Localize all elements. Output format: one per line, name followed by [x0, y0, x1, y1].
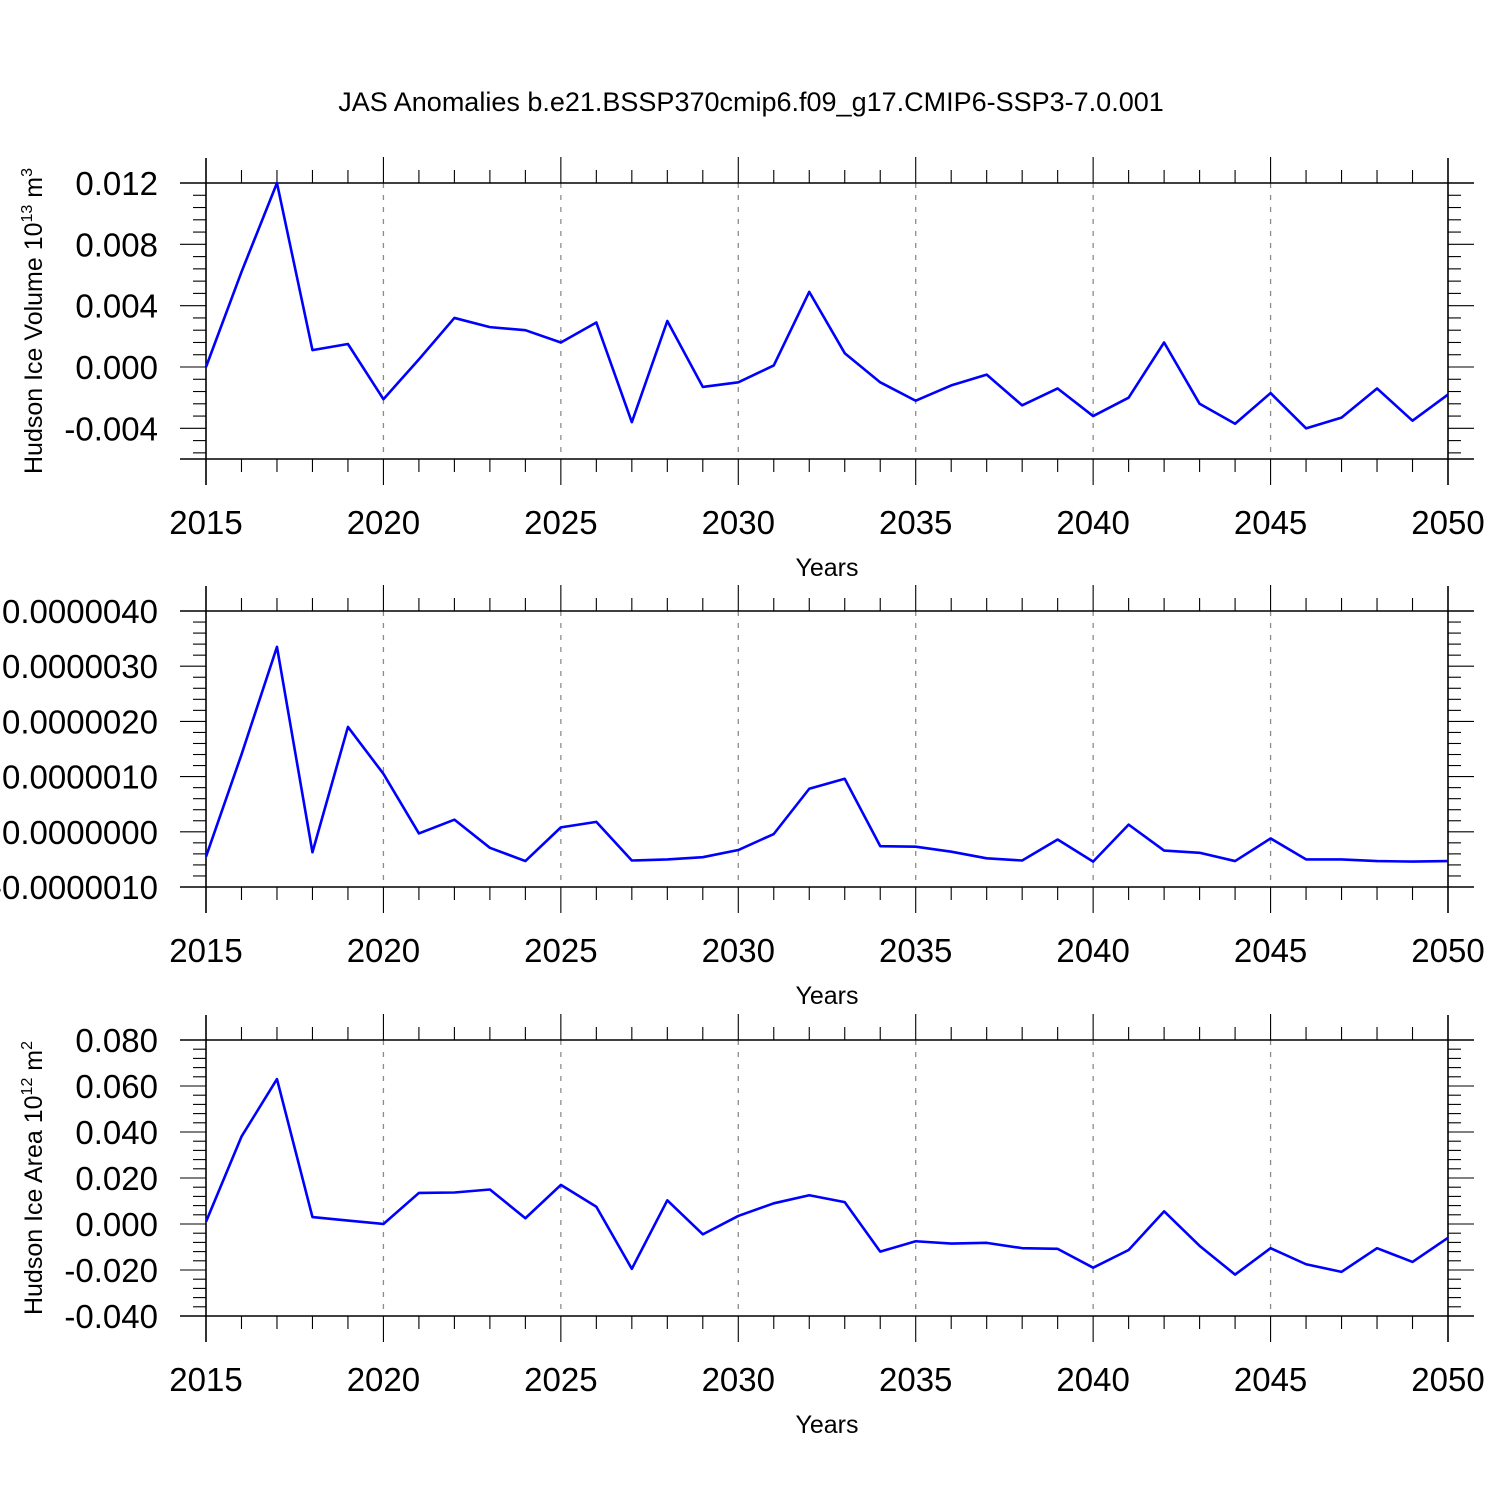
y-tick-label: 0.040 [75, 1114, 158, 1151]
y-tick-label: 0.012 [75, 165, 158, 202]
y-axis-title-text: Hudson Ice Area 10 [20, 1095, 48, 1315]
x-axis-title: Years [795, 982, 858, 1010]
y-axis-title-unit: m [20, 1050, 48, 1078]
x-tick-label: 2015 [169, 504, 242, 541]
x-axis-title: Years [795, 1411, 858, 1439]
y-tick-label: 0.0000030 [2, 648, 158, 685]
x-tick-label: 2030 [702, 504, 775, 541]
panel-second: 2015 2020 2025 2030 2035 2040 2045 2050 Years -0.… [0, 585, 1485, 1010]
x-axis-title: Years [795, 554, 858, 582]
series-line [204, 181, 1449, 430]
y-tick-label: 0.000 [75, 349, 158, 386]
x-tick-label: 2030 [702, 1361, 775, 1398]
x-tick-label: 2035 [879, 504, 952, 541]
x-tick-label: 2035 [879, 1361, 952, 1398]
y-tick-label: 0.0000000 [2, 814, 158, 851]
x-tick-label: 2040 [1056, 1361, 1129, 1398]
y-tick-label: 0.060 [75, 1068, 158, 1105]
y-tick-label: 0.0000040 [2, 593, 158, 630]
panel-ice-volume: 2015 2020 2025 2030 2035 2040 2045 2050 Years -0.… [19, 157, 1485, 582]
y-tick-label: 0.0000020 [2, 703, 158, 740]
x-tick-label: 2045 [1234, 932, 1307, 969]
series-line [204, 1077, 1449, 1276]
y-tick-label: 0.0000010 [2, 759, 158, 796]
x-tick-label: 2020 [347, 932, 420, 969]
y-tick-label: 0.004 [75, 288, 158, 325]
x-tick-label: 2020 [347, 504, 420, 541]
x-tick-label: 2025 [524, 504, 597, 541]
y-axis-title-unit-exponent: 2 [19, 1041, 36, 1050]
x-tick-label: 2050 [1411, 932, 1484, 969]
y-tick-label: -0.020 [64, 1252, 158, 1289]
y-axis-title-text: Hudson Ice Volume 10 [20, 222, 48, 474]
x-tick-label: 2045 [1234, 1361, 1307, 1398]
y-axis-title-exponent: 13 [19, 205, 36, 223]
y-tick-label: 0.020 [75, 1160, 158, 1197]
y-tick-label: 0.080 [75, 1022, 158, 1059]
y-tick-label: 0.008 [75, 226, 158, 263]
y-tick-label: -0.0000010 [0, 869, 158, 906]
y-axis-title: Hudson Ice Area 1012 m2 [19, 1041, 48, 1315]
x-tick-label: 2050 [1411, 504, 1484, 541]
x-tick-label: 2015 [169, 932, 242, 969]
x-tick-label: 2040 [1056, 504, 1129, 541]
x-tick-label: 2015 [169, 1361, 242, 1398]
series-line [204, 645, 1449, 863]
x-tick-label: 2050 [1411, 1361, 1484, 1398]
x-tick-label: 2020 [347, 1361, 420, 1398]
x-tick-label: 2025 [524, 932, 597, 969]
y-tick-label: 0.000 [75, 1206, 158, 1243]
y-axis-title-unit: m [20, 177, 48, 205]
y-tick-label: -0.004 [64, 410, 158, 447]
y-axis-title: Hudson Ice Volume 1013 m3 [19, 168, 48, 474]
panel-ice-area: 2015 2020 2025 2030 2035 2040 2045 2050 Years -0.… [19, 1014, 1485, 1439]
y-tick-label: -0.040 [64, 1298, 158, 1335]
x-tick-label: 2025 [524, 1361, 597, 1398]
figure-title: JAS Anomalies b.e21.BSSP370cmip6.f09_g17… [338, 87, 1164, 117]
y-axis-title-exponent: 12 [19, 1078, 36, 1096]
x-tick-label: 2035 [879, 932, 952, 969]
x-tick-label: 2040 [1056, 932, 1129, 969]
y-axis-title-unit-exponent: 3 [19, 168, 36, 177]
x-tick-label: 2030 [702, 932, 775, 969]
x-tick-label: 2045 [1234, 504, 1307, 541]
